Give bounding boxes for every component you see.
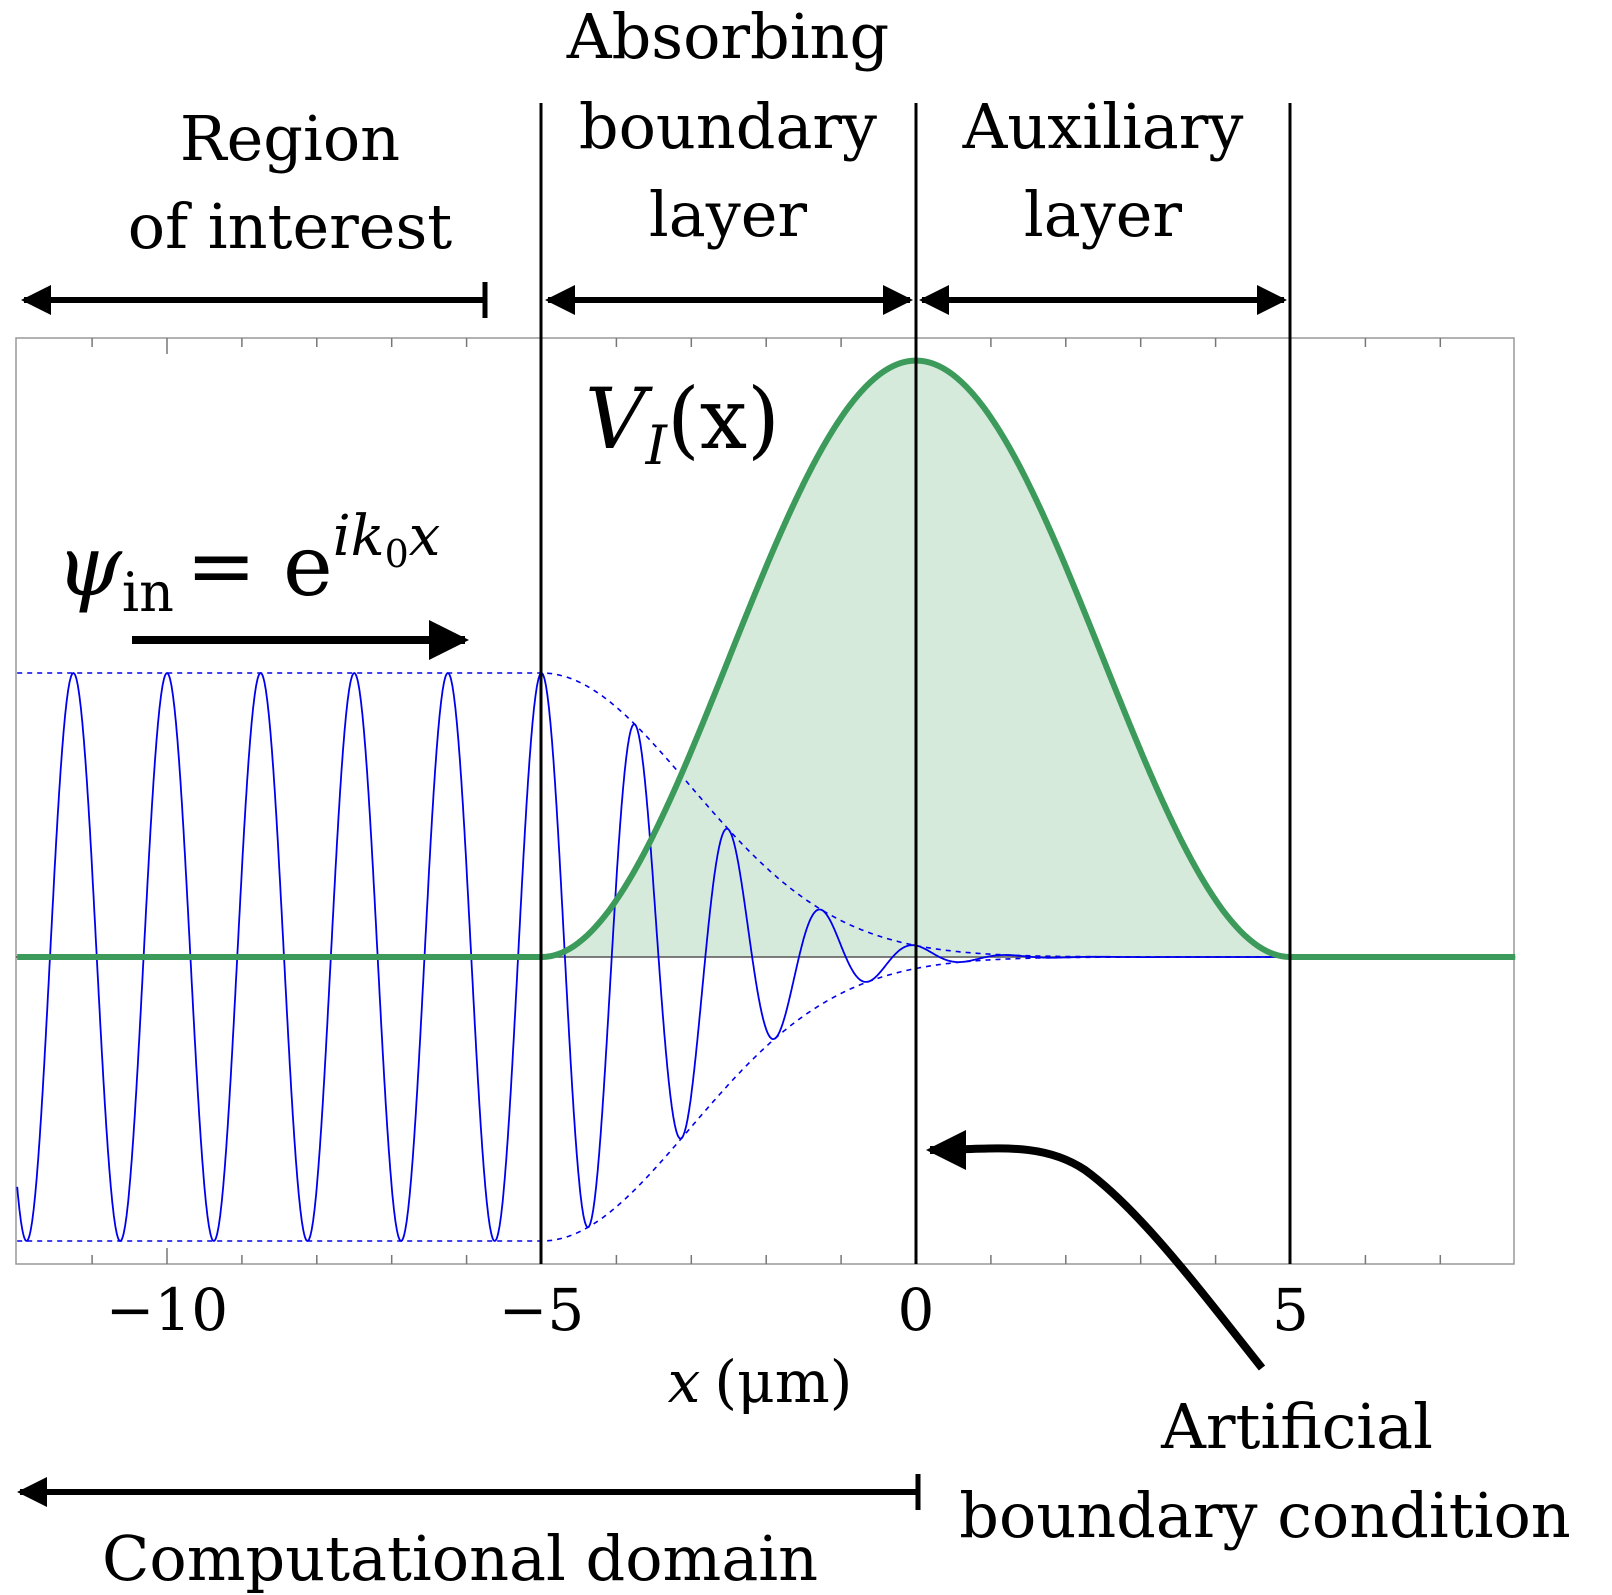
x-tick-label: −5 [499,1276,585,1344]
absorbing-layer-label-line3: layer [649,178,808,251]
auxiliary-layer-label-line1: Auxiliary [962,90,1244,163]
x-tick-label: −10 [106,1276,228,1344]
x-ticks: −10 −5 0 5 [91,338,1442,1344]
computational-domain-label: Computational domain [102,1522,818,1595]
plot-frame [15,337,1515,1265]
absorbing-layer-label-line1: Absorbing [566,0,889,73]
region-of-interest-label-line1: Region [180,102,400,175]
artificial-bc-label-line2: boundary condition [959,1479,1570,1552]
potential-label: VI(x) [585,370,780,477]
auxiliary-layer-label-line2: layer [1024,178,1183,251]
wave-label: ψin = eik0x [56,504,440,624]
potential-series-line [14,357,1518,960]
x-axis-label: x (μm) [668,1348,853,1416]
artificial-bc-arrow [926,1129,1266,1371]
absorbing-layer-label-line2: boundary [579,90,877,163]
x-tick-label: 5 [1272,1276,1309,1344]
artificial-bc-label-line1: Artificial [1160,1390,1433,1463]
x-tick-label: 0 [898,1276,935,1344]
region-of-interest-label-line2: of interest [128,190,452,263]
wave-series-line [16,671,1516,1242]
